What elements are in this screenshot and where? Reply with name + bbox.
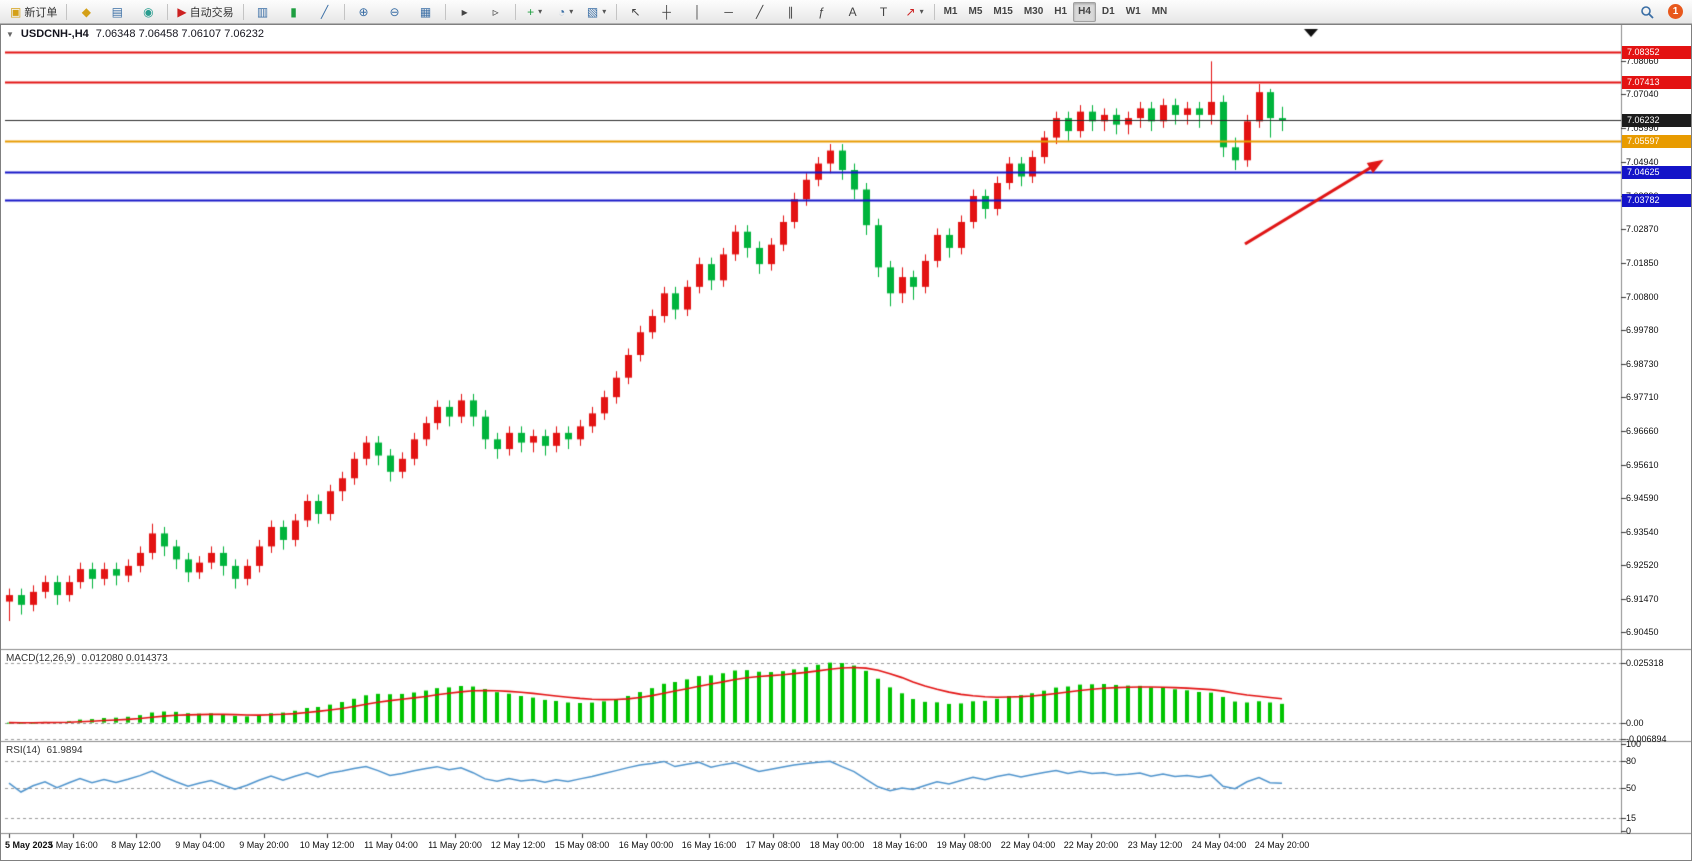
ohlc-readout: 7.06348 7.06458 7.06107 7.06232 bbox=[95, 28, 264, 40]
horizontal-line-button[interactable]: ─ bbox=[714, 1, 744, 23]
timeframe-mn-button[interactable]: MN bbox=[1151, 6, 1168, 17]
zoom-in-icon: ⊕ bbox=[358, 4, 369, 19]
fibonacci-icon: ƒ bbox=[818, 4, 825, 19]
fibonacci-button[interactable]: ƒ bbox=[807, 1, 837, 23]
navigator-button[interactable]: ◉ bbox=[133, 1, 163, 23]
templates-button[interactable]: ▧ ▾ bbox=[582, 1, 612, 23]
notification-badge[interactable]: 1 bbox=[1668, 4, 1683, 19]
line-chart-button[interactable]: ╱ bbox=[310, 1, 340, 23]
trendline-icon: ╱ bbox=[755, 4, 764, 19]
timeframe-m30-button[interactable]: M30 bbox=[1023, 6, 1044, 17]
data-window-icon: ▤ bbox=[111, 4, 124, 19]
chart-window: ▼ USDCNH-,H4 7.06348 7.06458 7.06107 7.0… bbox=[0, 24, 1692, 861]
chart-canvas[interactable] bbox=[1, 25, 1691, 860]
chevron-down-icon: ▾ bbox=[569, 7, 574, 16]
toolbar-separator bbox=[514, 3, 516, 20]
chevron-down-icon: ▾ bbox=[602, 7, 607, 16]
text-icon: A bbox=[848, 4, 857, 19]
arrow-icon: ↗ bbox=[905, 4, 916, 19]
cursor-button[interactable]: ↖ bbox=[621, 1, 651, 23]
periods-button[interactable]: ◔ ▾ bbox=[551, 1, 581, 23]
bar-chart-icon: ▥ bbox=[256, 4, 269, 19]
toolbar-separator bbox=[444, 3, 446, 20]
search-button[interactable] bbox=[1632, 1, 1662, 23]
tile-windows-icon: ▦ bbox=[419, 4, 432, 19]
vertical-line-button[interactable]: │ bbox=[683, 1, 713, 23]
chevron-down-icon: ▾ bbox=[538, 7, 543, 16]
text-button[interactable]: A bbox=[838, 1, 868, 23]
arrows-button[interactable]: ↗ ▾ bbox=[900, 1, 930, 23]
market-watch-button[interactable]: ◆ bbox=[71, 1, 101, 23]
chart-shift-button[interactable]: ▹ bbox=[481, 1, 511, 23]
auto-trading-label: 自动交易 bbox=[189, 6, 234, 19]
symbol-period-label: USDCNH-,H4 bbox=[20, 28, 89, 40]
trendline-button[interactable]: ╱ bbox=[745, 1, 775, 23]
collapse-icon[interactable]: ▼ bbox=[6, 29, 14, 39]
auto-scroll-button[interactable]: ▸ bbox=[450, 1, 480, 23]
tile-windows-button[interactable]: ▦ bbox=[411, 1, 441, 23]
label-icon: T bbox=[879, 4, 888, 19]
timeframe-m5-button[interactable]: M5 bbox=[968, 6, 983, 17]
channel-icon: ∥ bbox=[787, 4, 794, 19]
timeframe-w1-button[interactable]: W1 bbox=[1125, 6, 1141, 17]
market-watch-icon: ◆ bbox=[81, 4, 91, 19]
indicators-button[interactable]: + ▾ bbox=[520, 1, 550, 23]
search-icon bbox=[1641, 5, 1654, 19]
auto-trading-button[interactable]: ▶ 自动交易 bbox=[172, 1, 238, 23]
bar-chart-button[interactable]: ▥ bbox=[248, 1, 278, 23]
auto-trading-icon: ▶ bbox=[177, 4, 187, 19]
toolbar-separator bbox=[615, 3, 617, 20]
chart-title-bar: ▼ USDCNH-,H4 7.06348 7.06458 7.06107 7.0… bbox=[6, 28, 264, 40]
macd-pane-label: MACD(12,26,9) 0.012080 0.014373 bbox=[6, 653, 168, 664]
chart-shift-icon: ▹ bbox=[492, 4, 499, 19]
toolbar-separator bbox=[933, 3, 935, 20]
timeframe-h1-button[interactable]: H1 bbox=[1054, 6, 1068, 17]
data-window-button[interactable]: ▤ bbox=[102, 1, 132, 23]
macd-indicator-name: MACD(12,26,9) bbox=[6, 653, 76, 664]
toolbar-separator bbox=[66, 3, 68, 20]
line-chart-icon: ╱ bbox=[320, 4, 329, 19]
toolbar-right-group: 1 bbox=[1632, 1, 1687, 23]
toolbar-separator bbox=[167, 3, 169, 20]
candlestick-icon: ▮ bbox=[290, 4, 297, 19]
macd-values: 0.012080 0.014373 bbox=[81, 653, 168, 664]
rsi-indicator-name: RSI(14) bbox=[6, 745, 41, 756]
zoom-out-button[interactable]: ⊖ bbox=[380, 1, 410, 23]
new-order-button[interactable]: ▣ 新订单 bbox=[5, 1, 62, 23]
auto-scroll-icon: ▸ bbox=[461, 4, 468, 19]
rsi-value: 61.9894 bbox=[46, 745, 83, 756]
indicators-icon: + bbox=[527, 4, 535, 19]
candlestick-button[interactable]: ▮ bbox=[279, 1, 309, 23]
new-order-label: 新订单 bbox=[24, 6, 58, 19]
channel-button[interactable]: ∥ bbox=[776, 1, 806, 23]
zoom-out-icon: ⊖ bbox=[389, 4, 400, 19]
label-button[interactable]: T bbox=[869, 1, 899, 23]
crosshair-button[interactable]: ┼ bbox=[652, 1, 682, 23]
navigator-icon: ◉ bbox=[143, 4, 154, 19]
zoom-in-button[interactable]: ⊕ bbox=[349, 1, 379, 23]
rsi-pane-label: RSI(14) 61.9894 bbox=[6, 745, 83, 756]
toolbar-separator bbox=[343, 3, 345, 20]
chevron-down-icon: ▾ bbox=[919, 7, 924, 16]
vertical-line-icon: │ bbox=[693, 4, 702, 19]
clock-icon: ◔ bbox=[557, 4, 566, 19]
timeframe-h4-button[interactable]: H4 bbox=[1073, 1, 1096, 22]
new-order-icon: ▣ bbox=[10, 4, 22, 19]
timeframe-d1-button[interactable]: D1 bbox=[1101, 6, 1115, 17]
timeframe-m15-button[interactable]: M15 bbox=[993, 6, 1013, 17]
template-icon: ▧ bbox=[586, 4, 599, 19]
toolbar-separator bbox=[242, 3, 244, 20]
cursor-icon: ↖ bbox=[630, 4, 641, 19]
horizontal-line-icon: ─ bbox=[724, 4, 733, 19]
crosshair-icon: ┼ bbox=[662, 4, 671, 19]
timeframe-m1-button[interactable]: M1 bbox=[943, 6, 958, 17]
main-toolbar: ▣ 新订单 ◆ ▤ ◉ ▶ 自动交易 ▥ ▮ ╱ ⊕ ⊖ ▦ ▸ ▹ + ▾ bbox=[0, 0, 1692, 24]
